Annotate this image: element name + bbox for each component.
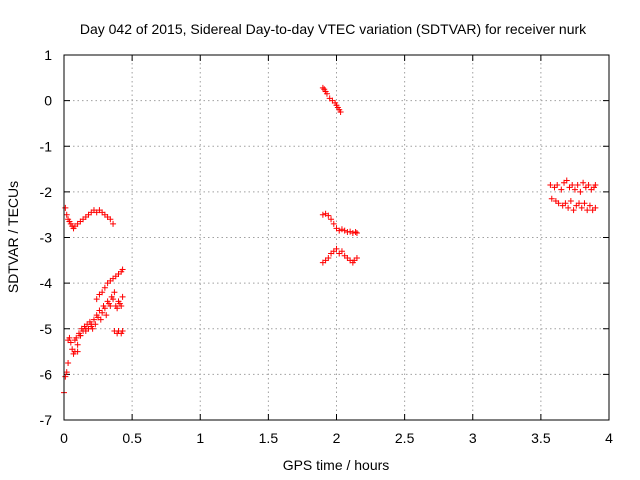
data-point xyxy=(577,188,584,195)
y-tick-label: -5 xyxy=(40,321,53,337)
data-point xyxy=(319,84,326,91)
data-point xyxy=(99,309,106,316)
data-point xyxy=(119,266,126,273)
data-point xyxy=(319,211,326,218)
x-tick-label: 1 xyxy=(196,430,204,446)
data-point xyxy=(576,200,583,207)
data-point xyxy=(581,200,588,207)
data-point xyxy=(325,212,332,219)
data-point xyxy=(592,182,599,189)
chart-title: Day 042 of 2015, Sidereal Day-to-day VTE… xyxy=(80,21,587,37)
y-tick-label: 0 xyxy=(44,93,52,109)
data-point xyxy=(337,109,344,116)
data-point xyxy=(99,289,106,296)
data-point xyxy=(328,216,335,223)
data-point xyxy=(71,337,78,344)
data-point xyxy=(554,182,561,189)
data-point xyxy=(353,255,360,262)
x-axis-label: GPS time / hours xyxy=(283,457,390,473)
data-point xyxy=(570,207,577,214)
y-tick-label: -2 xyxy=(40,184,53,200)
data-point xyxy=(585,182,592,189)
tick-labels: 0 0.5 1 1.5 2 2.5 3 3.5 4 1 0 -1 -2 -3 -4 -5 -6 -7 xyxy=(40,47,614,446)
data-point xyxy=(103,312,110,319)
data-point xyxy=(110,296,117,303)
data-point xyxy=(67,339,74,346)
data-point xyxy=(330,220,337,227)
data-point xyxy=(586,202,593,209)
x-tick-label: 4 xyxy=(605,430,613,446)
data-point xyxy=(565,204,572,211)
x-tick-label: 3.5 xyxy=(531,430,551,446)
data-point xyxy=(97,316,104,323)
data-point xyxy=(338,248,345,255)
data-point xyxy=(548,195,555,202)
x-tick-label: 1.5 xyxy=(259,430,279,446)
data-point xyxy=(567,198,574,204)
data-point xyxy=(65,359,72,366)
data-point xyxy=(569,182,576,189)
data-point xyxy=(547,182,554,189)
y-tick-label: -1 xyxy=(40,138,53,154)
data-point xyxy=(101,305,108,312)
x-tick-label: 0.5 xyxy=(122,430,142,446)
data-point xyxy=(92,321,99,328)
data-point xyxy=(333,245,340,252)
data-point xyxy=(62,373,69,380)
data-point xyxy=(66,334,73,341)
plot-frame xyxy=(63,54,610,421)
y-axis-label: SDTVAR / TECUs xyxy=(5,181,21,293)
data-point xyxy=(77,332,84,339)
data-point xyxy=(336,227,343,234)
data-point xyxy=(82,328,89,335)
x-tick-label: 0 xyxy=(60,430,68,446)
data-point xyxy=(584,207,591,214)
data-point xyxy=(338,226,345,233)
x-tick-label: 3 xyxy=(469,430,477,446)
data-point xyxy=(578,204,585,211)
x-tick-label: 2 xyxy=(333,430,341,446)
data-point xyxy=(119,293,126,300)
data-point xyxy=(62,204,69,211)
data-point xyxy=(110,220,117,227)
data-points xyxy=(61,84,599,396)
data-point xyxy=(323,90,330,97)
data-point xyxy=(352,229,359,236)
data-point xyxy=(90,316,97,323)
data-point xyxy=(111,289,118,296)
y-tick-label: -4 xyxy=(40,275,53,291)
data-point xyxy=(341,227,348,234)
data-point xyxy=(571,186,578,193)
data-point xyxy=(88,323,95,330)
data-point xyxy=(63,211,70,218)
data-point xyxy=(347,228,354,235)
data-point xyxy=(592,204,599,211)
data-point xyxy=(555,200,562,207)
data-point xyxy=(353,229,360,236)
data-point xyxy=(562,200,569,207)
grid-lines xyxy=(64,55,609,420)
y-tick-label: -6 xyxy=(40,366,53,382)
data-point xyxy=(101,284,108,291)
data-point xyxy=(325,255,332,262)
data-point xyxy=(107,302,114,309)
data-point xyxy=(580,179,587,186)
y-tick-label: -7 xyxy=(40,412,53,428)
data-point xyxy=(119,328,126,335)
y-tick-label: 1 xyxy=(44,47,52,63)
data-point xyxy=(574,182,581,189)
data-point xyxy=(107,216,114,223)
data-point xyxy=(114,305,121,312)
data-point xyxy=(74,348,81,355)
data-point xyxy=(63,369,70,376)
data-point xyxy=(558,186,565,193)
data-point xyxy=(93,296,100,303)
x-tick-label: 2.5 xyxy=(395,430,415,446)
y-tick-label: -3 xyxy=(40,230,53,246)
data-point xyxy=(563,177,570,184)
data-point xyxy=(118,302,125,309)
data-point xyxy=(74,341,81,348)
